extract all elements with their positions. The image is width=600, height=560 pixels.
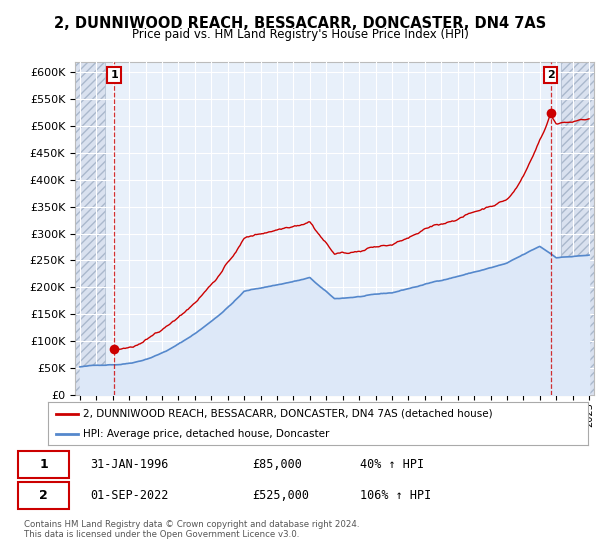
Bar <box>561 62 594 395</box>
Text: £525,000: £525,000 <box>252 489 309 502</box>
Bar <box>75 62 104 395</box>
Text: 1: 1 <box>110 70 118 80</box>
Text: Price paid vs. HM Land Registry's House Price Index (HPI): Price paid vs. HM Land Registry's House … <box>131 28 469 41</box>
Bar <box>561 62 594 395</box>
Text: 31-JAN-1996: 31-JAN-1996 <box>90 459 169 472</box>
Bar <box>75 62 104 395</box>
Text: 01-SEP-2022: 01-SEP-2022 <box>90 489 169 502</box>
Text: 40% ↑ HPI: 40% ↑ HPI <box>360 459 424 472</box>
Text: Contains HM Land Registry data © Crown copyright and database right 2024.
This d: Contains HM Land Registry data © Crown c… <box>24 520 359 539</box>
Text: 2: 2 <box>39 489 48 502</box>
Text: 2: 2 <box>547 70 554 80</box>
Text: 106% ↑ HPI: 106% ↑ HPI <box>360 489 431 502</box>
Text: £85,000: £85,000 <box>252 459 302 472</box>
Text: 1: 1 <box>39 459 48 472</box>
Text: 2, DUNNIWOOD REACH, BESSACARR, DONCASTER, DN4 7AS (detached house): 2, DUNNIWOOD REACH, BESSACARR, DONCASTER… <box>83 409 493 419</box>
Text: HPI: Average price, detached house, Doncaster: HPI: Average price, detached house, Donc… <box>83 430 329 439</box>
FancyBboxPatch shape <box>18 451 69 478</box>
Text: 2, DUNNIWOOD REACH, BESSACARR, DONCASTER, DN4 7AS: 2, DUNNIWOOD REACH, BESSACARR, DONCASTER… <box>54 16 546 31</box>
FancyBboxPatch shape <box>18 482 69 509</box>
